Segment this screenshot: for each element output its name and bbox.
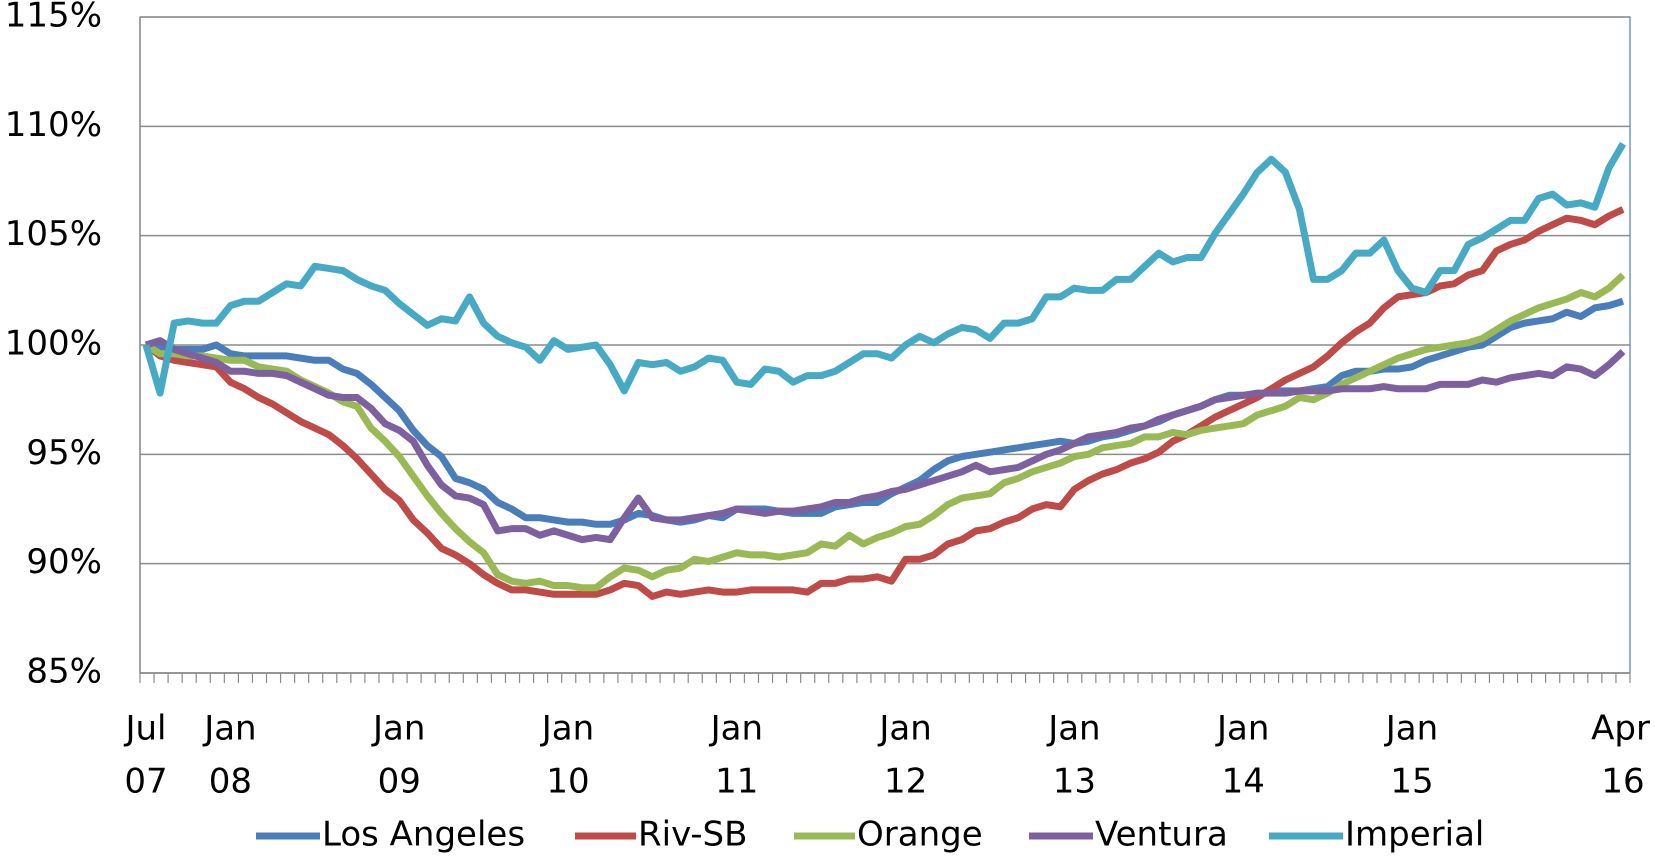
- x-tick-label: 09: [378, 762, 421, 802]
- x-tick-label: 12: [884, 762, 927, 802]
- y-tick-label: 100%: [5, 324, 102, 364]
- x-tick-label: Jan: [1046, 709, 1100, 749]
- x-tick-label: 14: [1222, 762, 1265, 802]
- y-tick-label: 90%: [26, 542, 102, 582]
- x-tick-label: 10: [546, 762, 589, 802]
- series-line: [143, 206, 1625, 600]
- x-tick-label: Jan: [540, 709, 594, 749]
- x-tick-label: 16: [1601, 762, 1644, 802]
- legend-label: Ventura: [1095, 815, 1228, 855]
- x-tick-label: 13: [1053, 762, 1096, 802]
- x-tick-label: 08: [209, 762, 252, 802]
- legend-label: Los Angeles: [322, 815, 525, 855]
- x-tick-label: Apr: [1591, 709, 1650, 749]
- series-line: [142, 142, 1627, 397]
- y-tick-label: 85%: [26, 652, 102, 692]
- y-tick-label: 110%: [5, 105, 102, 145]
- series-line: [144, 337, 1626, 544]
- y-tick-label: 105%: [5, 214, 102, 254]
- x-tick-label: 11: [715, 762, 758, 802]
- x-tick-label: Jul: [123, 709, 166, 749]
- x-tick-label: 07: [124, 762, 167, 802]
- series-line: [144, 272, 1626, 592]
- legend-label: Riv-SB: [638, 815, 747, 855]
- x-tick-label: Jan: [877, 709, 931, 749]
- x-tick-label: Jan: [709, 709, 763, 749]
- legend-label: Imperial: [1345, 815, 1484, 855]
- x-tick-label: Jan: [202, 709, 256, 749]
- x-tick-label: Jan: [1384, 709, 1438, 749]
- x-tick-label: Jan: [371, 709, 425, 749]
- y-tick-label: 115%: [5, 0, 102, 36]
- y-tick-label: 95%: [26, 433, 102, 473]
- legend-label: Orange: [857, 815, 983, 855]
- x-tick-label: Jan: [1215, 709, 1269, 749]
- x-tick-label: 15: [1390, 762, 1433, 802]
